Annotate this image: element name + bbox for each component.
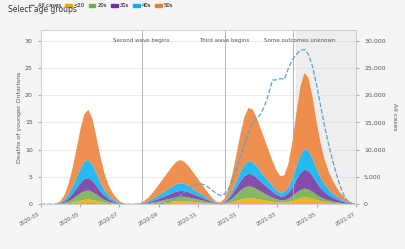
- Text: Third wave begins: Third wave begins: [198, 38, 249, 43]
- Text: Select age groups: Select age groups: [8, 5, 77, 14]
- Text: Some outcomes unknown: Some outcomes unknown: [264, 38, 335, 43]
- Text: Second wave begins: Second wave begins: [113, 38, 170, 43]
- Legend: All cases, <20, 20s, 30s, 40s, 50s: All cases, <20, 20s, 30s, 40s, 50s: [28, 1, 175, 10]
- Y-axis label: All cases: All cases: [392, 103, 396, 131]
- Y-axis label: Deaths of younger Ontarians: Deaths of younger Ontarians: [17, 71, 22, 163]
- Bar: [296, 30, 356, 204]
